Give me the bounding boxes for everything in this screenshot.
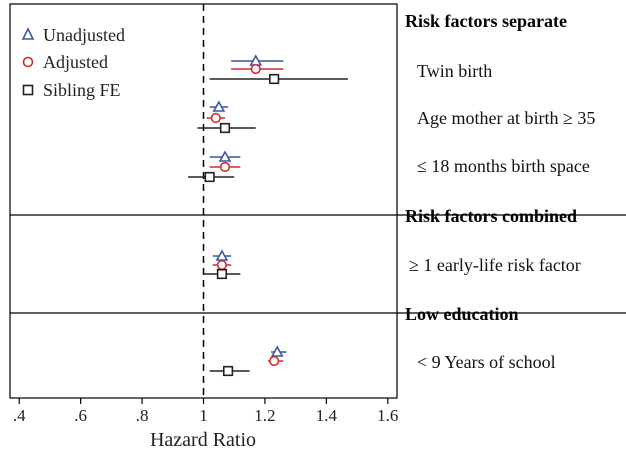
x-tick-label-1: .6 xyxy=(74,406,87,425)
x-axis-title: Hazard Ratio xyxy=(150,429,256,451)
legend-label-adjusted: Adjusted xyxy=(43,52,108,72)
legend-marker-adjusted xyxy=(22,56,34,68)
estimate-1-0-sibling-point xyxy=(216,268,228,280)
estimate-0-2-unadjusted-point xyxy=(218,150,232,162)
x-tick-label-6: 1.6 xyxy=(377,406,398,425)
x-tick-label-2: .8 xyxy=(136,406,149,425)
x-tick-label-0: .4 xyxy=(13,406,26,425)
estimate-marks xyxy=(188,54,348,377)
estimate-0-1-sibling-point xyxy=(219,122,231,134)
section-heading-combined: Risk factors combined xyxy=(405,206,577,226)
estimate-0-1-unadjusted-point xyxy=(212,100,226,112)
row-label-birth-space: ≤ 18 months birth space xyxy=(417,156,590,176)
estimate-0-2-sibling-point xyxy=(204,171,215,183)
x-tick-label-5: 1.4 xyxy=(316,406,338,425)
section-heading-separate: Risk factors separate xyxy=(405,11,567,31)
estimate-2-0-sibling-point xyxy=(222,365,234,377)
x-tick-label-3: 1 xyxy=(199,406,208,425)
section-heading-education: Low education xyxy=(405,304,519,324)
row-label-twin-birth: Twin birth xyxy=(417,61,492,81)
estimate-0-1-adjusted-point xyxy=(210,112,221,124)
estimate-2-0-unadjusted-point xyxy=(270,345,284,357)
estimate-0-2-adjusted-point xyxy=(219,161,231,173)
estimate-1-0-adjusted-point xyxy=(216,259,228,271)
row-label-school: < 9 Years of school xyxy=(417,352,556,372)
legend-marker-unadjusted xyxy=(21,27,35,40)
estimate-0-0-adjusted-point xyxy=(250,63,261,75)
legend-label-unadjusted: Unadjusted xyxy=(43,25,125,45)
x-tick-label-4: 1.2 xyxy=(254,406,275,425)
x-axis-ticks: .4 .6 .8 1 1.2 1.4 1.6 xyxy=(13,398,398,425)
legend-label-sibling: Sibling FE xyxy=(43,80,121,100)
row-label-mother-age: Age mother at birth ≥ 35 xyxy=(417,108,595,128)
estimate-2-0-adjusted-point xyxy=(269,355,280,367)
estimate-0-0-sibling-point xyxy=(269,73,280,85)
legend-marker-sibling xyxy=(22,84,34,96)
legend: Unadjusted Adjusted Sibling FE xyxy=(21,25,125,100)
row-label-early-life: ≥ 1 early-life risk factor xyxy=(409,255,581,275)
